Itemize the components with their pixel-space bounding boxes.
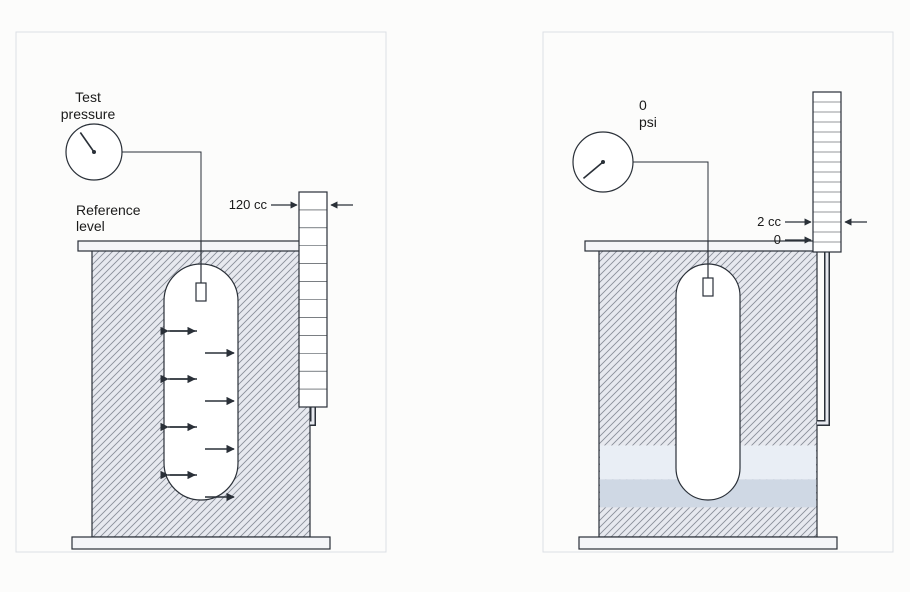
diagram-root: TestpressureReferencelevel120 cc0psi2 cc… (0, 0, 910, 592)
hydrostatic-test-diagram: TestpressureReferencelevel120 cc0psi2 cc… (0, 0, 910, 592)
panel-left: Testpressure Referencelevel 120 cc (16, 32, 386, 552)
gauge-label-top: Test (75, 89, 101, 105)
cylinder-neck (703, 278, 713, 296)
gauge-pivot (92, 150, 96, 154)
burette-connection-inner (817, 252, 827, 423)
gauge-label-bottom: psi (639, 114, 657, 130)
gauge-label-bottom: pressure (61, 106, 116, 122)
burette-reading-label: 2 cc (757, 214, 781, 229)
pressure-line (633, 162, 708, 241)
jacket-base (579, 537, 837, 549)
test-cylinder (676, 264, 740, 500)
reference-level-label: Referencelevel (76, 202, 141, 234)
cylinder-neck (196, 283, 206, 301)
burette-reading-label: 120 cc (229, 197, 268, 212)
pressure-line (122, 152, 201, 241)
burette-zero-label: 0 (774, 232, 781, 247)
panel-right: 0psi2 cc0 (543, 32, 893, 552)
gauge-pivot (601, 160, 605, 164)
gauge-label-top: 0 (639, 97, 647, 113)
jacket-base (72, 537, 330, 549)
